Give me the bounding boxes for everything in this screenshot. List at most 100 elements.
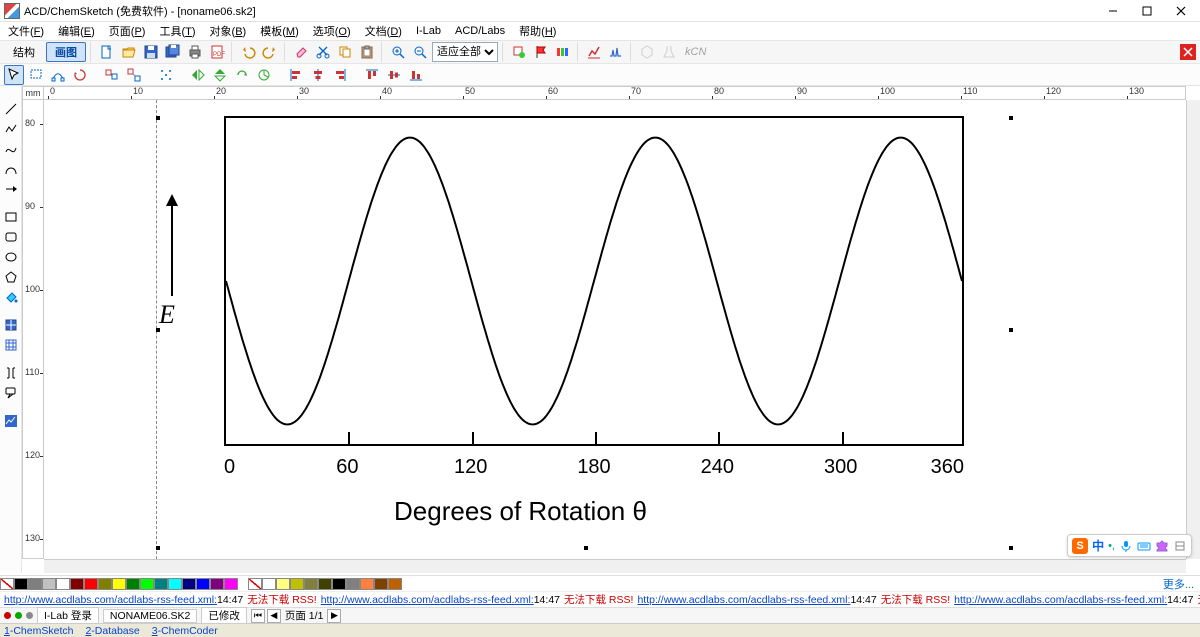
ime-skin-icon[interactable] — [1155, 539, 1169, 553]
polyline-tool-icon[interactable] — [2, 120, 20, 138]
redo-icon[interactable] — [260, 42, 280, 62]
ungroup-icon[interactable] — [124, 65, 144, 85]
no-color-swatch[interactable] — [0, 578, 14, 590]
saveall-icon[interactable] — [163, 42, 183, 62]
bracket-tool-icon[interactable] — [2, 364, 20, 382]
color-swatch[interactable] — [332, 578, 346, 590]
fill-tool-icon[interactable] — [2, 288, 20, 306]
grid-tool-icon[interactable] — [2, 336, 20, 354]
rotate-90-icon[interactable] — [232, 65, 252, 85]
color-swatch[interactable] — [388, 578, 402, 590]
rect-tool-icon[interactable] — [2, 208, 20, 226]
color-swatch[interactable] — [290, 578, 304, 590]
polygon-tool-icon[interactable] — [2, 268, 20, 286]
snap-icon[interactable] — [156, 65, 176, 85]
minimize-button[interactable] — [1096, 1, 1130, 21]
ime-lang[interactable]: 中 — [1092, 537, 1104, 554]
rotate-icon[interactable] — [70, 65, 90, 85]
color-swatch[interactable] — [28, 578, 42, 590]
align-middle-icon[interactable] — [384, 65, 404, 85]
menu-item[interactable]: 文档(D) — [359, 22, 408, 40]
zoom-select[interactable]: 适应全部 — [432, 42, 498, 62]
copy-icon[interactable] — [335, 42, 355, 62]
flip-v-icon[interactable] — [210, 65, 230, 85]
menu-item[interactable]: 选项(O) — [307, 22, 357, 40]
app-tab[interactable]: 2-Database — [85, 625, 139, 637]
curve-tool-icon[interactable] — [2, 140, 20, 158]
horizontal-scrollbar[interactable] — [44, 559, 1186, 573]
color-swatch[interactable] — [140, 578, 154, 590]
selection-handle[interactable] — [1009, 546, 1013, 550]
ime-floating-bar[interactable]: S 中 •, — [1067, 534, 1192, 557]
line-tool-icon[interactable] — [2, 100, 20, 118]
color-swatch[interactable] — [84, 578, 98, 590]
bezier-tool-icon[interactable] — [2, 160, 20, 178]
flag-icon[interactable] — [531, 42, 551, 62]
align-bottom-icon[interactable] — [406, 65, 426, 85]
undo-icon[interactable] — [238, 42, 258, 62]
selection-handle[interactable] — [584, 546, 588, 550]
color-swatch[interactable] — [154, 578, 168, 590]
page-first-button[interactable]: ⏮ — [251, 609, 265, 623]
flip-h-icon[interactable] — [188, 65, 208, 85]
app-tab[interactable]: 1-ChemSketch — [4, 625, 73, 637]
close-button[interactable] — [1164, 1, 1198, 21]
cut-icon[interactable] — [313, 42, 333, 62]
selection-handle[interactable] — [1009, 328, 1013, 332]
color-swatch[interactable] — [42, 578, 56, 590]
page-next-button[interactable]: ▶ — [327, 609, 341, 623]
zoom-in-icon[interactable] — [388, 42, 408, 62]
ime-mic-icon[interactable] — [1119, 539, 1133, 553]
color-swatch[interactable] — [126, 578, 140, 590]
doc-close-button[interactable] — [1180, 44, 1196, 60]
canvas[interactable]: E 060120180240300360 Degrees of Rotation… — [44, 100, 1186, 559]
rss-link[interactable]: http://www.acdlabs.com/acdlabs-rss-feed.… — [4, 594, 217, 606]
color-swatch[interactable] — [318, 578, 332, 590]
rss-link[interactable]: http://www.acdlabs.com/acdlabs-rss-feed.… — [637, 594, 850, 606]
align-left-icon[interactable] — [286, 65, 306, 85]
arrow-tool-icon[interactable] — [2, 180, 20, 198]
selection-handle[interactable] — [156, 116, 160, 120]
layer-icon[interactable] — [509, 42, 529, 62]
color-swatch[interactable] — [56, 578, 70, 590]
color-swatch[interactable] — [210, 578, 224, 590]
menu-item[interactable]: 页面(P) — [103, 22, 152, 40]
rss-link[interactable]: http://www.acdlabs.com/acdlabs-rss-feed.… — [321, 594, 534, 606]
menu-item[interactable]: 帮助(H) — [513, 22, 562, 40]
color-swatch[interactable] — [168, 578, 182, 590]
rss-link[interactable]: http://www.acdlabs.com/acdlabs-rss-feed.… — [954, 594, 1167, 606]
vertical-scrollbar[interactable] — [1186, 100, 1200, 559]
menu-item[interactable]: 编辑(E) — [52, 22, 101, 40]
lasso-icon[interactable] — [26, 65, 46, 85]
roundrect-tool-icon[interactable] — [2, 228, 20, 246]
save-icon[interactable] — [141, 42, 161, 62]
color-swatch[interactable] — [276, 578, 290, 590]
color-swatch[interactable] — [360, 578, 374, 590]
node-edit-icon[interactable] — [48, 65, 68, 85]
align-top-icon[interactable] — [362, 65, 382, 85]
color-swatch[interactable] — [70, 578, 84, 590]
color-swatch[interactable] — [112, 578, 126, 590]
maximize-button[interactable] — [1130, 1, 1164, 21]
pointer-icon[interactable] — [4, 65, 24, 85]
spectra-icon[interactable] — [606, 42, 626, 62]
color-swatch[interactable] — [374, 578, 388, 590]
tab-structure[interactable]: 结构 — [4, 42, 44, 62]
zoom-out-icon[interactable] — [410, 42, 430, 62]
chart-icon[interactable] — [584, 42, 604, 62]
palette-icon[interactable] — [553, 42, 573, 62]
ellipse-tool-icon[interactable] — [2, 248, 20, 266]
color-swatch[interactable] — [304, 578, 318, 590]
callout-tool-icon[interactable] — [2, 384, 20, 402]
new-icon[interactable] — [97, 42, 117, 62]
align-center-h-icon[interactable] — [308, 65, 328, 85]
rotate-free-icon[interactable] — [254, 65, 274, 85]
color-swatch[interactable] — [346, 578, 360, 590]
menu-item[interactable]: I-Lab — [410, 24, 447, 38]
menu-item[interactable]: 文件(F) — [2, 22, 50, 40]
print-icon[interactable] — [185, 42, 205, 62]
color-swatch[interactable] — [224, 578, 238, 590]
ime-keyboard-icon[interactable] — [1137, 539, 1151, 553]
selection-handle[interactable] — [1009, 116, 1013, 120]
page-prev-button[interactable]: ◀ — [267, 609, 281, 623]
